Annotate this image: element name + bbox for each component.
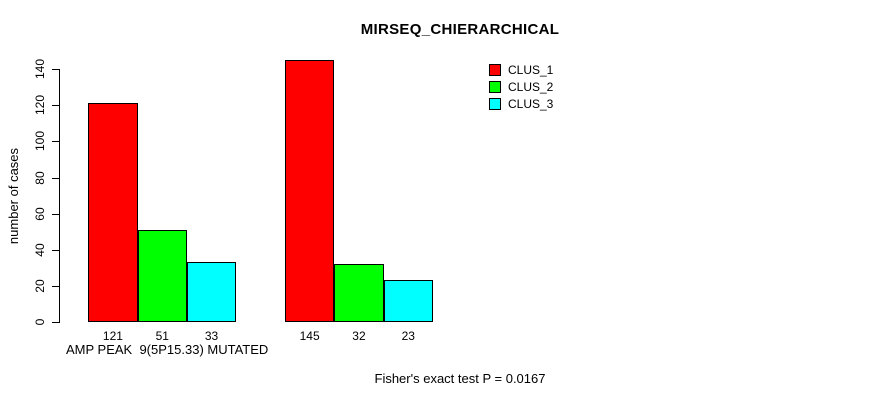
y-tick-label: 0 (33, 318, 47, 326)
bar-value-label: 23 (401, 329, 415, 343)
legend: CLUS_1 CLUS_2 CLUS_3 (489, 61, 553, 112)
y-tick-label: 120 (33, 95, 47, 116)
y-tick-label: 20 (33, 279, 47, 293)
y-axis-label: number of cases (6, 147, 21, 245)
y-tick-mark (52, 105, 59, 107)
bar-clus_2-group-1 (137, 229, 187, 322)
legend-item-clus_2: CLUS_2 (489, 78, 553, 95)
legend-swatch-icon (489, 63, 501, 76)
y-tick-label: 80 (33, 170, 47, 185)
y-tick-mark (52, 177, 59, 179)
y-tick-label: 60 (33, 206, 47, 221)
bar-clus_1-group-1 (88, 103, 138, 322)
legend-label: CLUS_3 (508, 96, 554, 111)
y-tick-label: 100 (33, 131, 47, 152)
y-axis-line (59, 69, 60, 323)
bar-value-label: 51 (155, 329, 169, 343)
bar-clus_3-group-1 (186, 262, 237, 322)
bar-value-label: 32 (352, 329, 366, 343)
legend-item-clus_1: CLUS_1 (489, 61, 553, 78)
legend-item-clus_3: CLUS_3 (489, 95, 553, 112)
legend-swatch-icon (489, 80, 501, 93)
bar-value-label: 121 (102, 329, 123, 343)
bar-clus_2-group-2 (334, 264, 384, 322)
legend-label: CLUS_2 (508, 79, 554, 94)
y-tick-mark (52, 285, 59, 287)
y-tick-mark (52, 322, 59, 323)
y-tick-label: 140 (33, 59, 47, 80)
y-tick-mark (52, 249, 59, 251)
bar-value-label: 33 (204, 329, 219, 343)
legend-label: CLUS_1 (508, 62, 554, 77)
y-tick-mark (52, 141, 59, 143)
y-tick-mark (52, 213, 59, 215)
bar-clus_3-group-2 (383, 280, 433, 322)
y-tick-label: 40 (33, 243, 47, 257)
legend-swatch-icon (489, 97, 501, 110)
bar-clus_1-group-2 (285, 60, 335, 322)
y-tick-mark (52, 69, 59, 71)
footnote-pvalue: Fisher's exact test P = 0.0167 (374, 371, 546, 386)
chart-title: MIRSEQ_CHIERARCHICAL (360, 21, 560, 38)
x-axis-label: AMP PEAK 9(5P15.33) MUTATED (66, 342, 269, 357)
bar-value-label: 145 (299, 329, 320, 343)
